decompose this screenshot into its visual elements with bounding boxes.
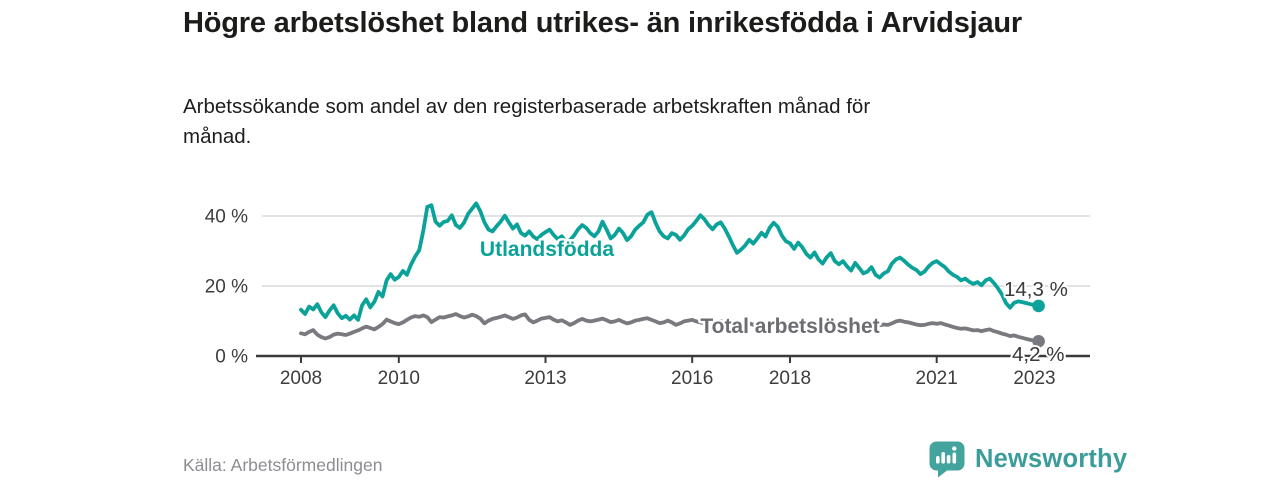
x-tick-label: 2018 bbox=[769, 368, 811, 389]
newsworthy-logo: Newsworthy bbox=[928, 440, 1127, 478]
x-tick-label: 2023 bbox=[1013, 368, 1055, 389]
series-label: Total arbetslöshet bbox=[700, 315, 879, 338]
chart-subtitle: Arbetssökande som andel av den registerb… bbox=[183, 95, 871, 148]
x-tick-label: 2013 bbox=[524, 368, 566, 389]
series-end-dot bbox=[1032, 335, 1045, 348]
chart-title: Högre arbetslöshet bland utrikes- än inr… bbox=[183, 7, 1023, 39]
brand-name: Newsworthy bbox=[975, 444, 1128, 473]
series-end-value-label: 4,2 % bbox=[1012, 343, 1064, 366]
series-end-dot bbox=[1032, 299, 1045, 313]
bar-chart-speech-bubble-icon bbox=[929, 441, 965, 478]
x-tick-label: 2016 bbox=[671, 368, 713, 389]
source-attribution: Källa: Arbetsförmedlingen bbox=[183, 455, 383, 475]
x-tick-label: 2008 bbox=[280, 368, 322, 389]
series-label: Utlandsfödda bbox=[480, 238, 614, 261]
x-tick-label: 2010 bbox=[378, 368, 420, 389]
y-tick-label: 40 % bbox=[205, 207, 248, 228]
series-line-utlandsf-dda bbox=[299, 201, 1041, 322]
series-line-total-arbetsl-shet bbox=[299, 312, 1041, 344]
x-tick-label: 2021 bbox=[916, 368, 958, 389]
y-tick-label: 20 % bbox=[205, 277, 248, 298]
series-end-value-label: 14,3 % bbox=[1004, 278, 1068, 301]
y-tick-label: 0 % bbox=[215, 347, 248, 368]
